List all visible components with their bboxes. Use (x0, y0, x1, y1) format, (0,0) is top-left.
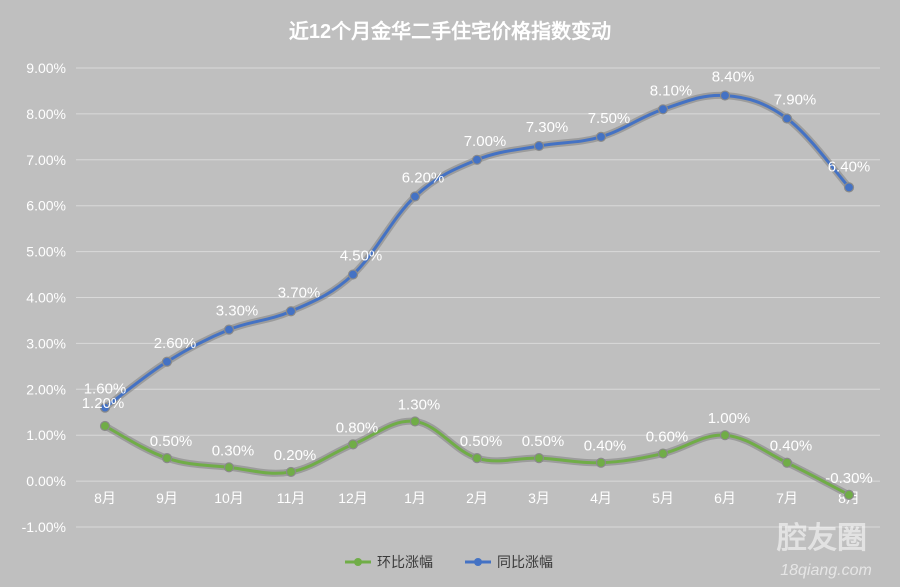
data-point (781, 457, 793, 468)
data-point (161, 356, 173, 367)
data-point (471, 453, 483, 464)
data-label: 4.50% (340, 248, 383, 265)
data-label: 0.50% (522, 433, 565, 450)
x-tick-label: 3月 (528, 490, 550, 506)
data-label: 7.50% (588, 110, 631, 127)
data-label: 0.50% (460, 433, 503, 450)
legend-label: 环比涨幅 (377, 554, 433, 570)
x-tick-label: 2月 (466, 490, 488, 506)
watermark: 腔友圈 18qiang.com (776, 522, 872, 579)
data-label: 3.70% (278, 284, 321, 301)
data-point (595, 131, 607, 142)
data-point (347, 269, 359, 280)
y-tick-label: 0.00% (26, 473, 66, 489)
x-tick-label: 12月 (338, 490, 368, 506)
data-point (843, 182, 855, 193)
data-point (99, 420, 111, 432)
data-label: 0.60% (646, 429, 689, 446)
data-point (409, 191, 421, 202)
data-label: 2.60% (154, 335, 197, 352)
x-tick-label: 9月 (156, 490, 178, 506)
data-point (471, 154, 483, 165)
data-point (657, 104, 669, 115)
data-label: 0.40% (584, 438, 627, 455)
data-label: 7.30% (526, 119, 569, 136)
legend-label: 同比涨幅 (497, 554, 553, 570)
legend-swatch-marker (474, 558, 482, 566)
y-tick-label: 5.00% (26, 244, 66, 260)
watermark-brand: 腔友圈 (776, 522, 867, 555)
x-tick-label: 11月 (277, 490, 306, 506)
data-label: 7.90% (774, 91, 817, 108)
y-tick-label: 4.00% (26, 290, 66, 306)
data-point (657, 448, 669, 459)
data-label: 0.20% (274, 447, 317, 464)
data-point (285, 466, 297, 478)
data-label: 7.00% (464, 133, 507, 150)
data-point (719, 90, 731, 101)
y-tick-label: 6.00% (26, 198, 66, 214)
data-point (533, 453, 545, 464)
x-tick-label: 1月 (404, 490, 426, 506)
y-tick-label: 9.00% (26, 60, 66, 76)
data-label: 1.30% (398, 396, 441, 413)
chart-title: 近12个月金华二手住宅价格指数变动 (289, 19, 611, 43)
y-tick-label: -1.00% (22, 519, 66, 535)
legend-swatch-marker (354, 558, 362, 566)
y-tick-label: 1.00% (26, 427, 66, 443)
data-label: 0.80% (336, 419, 379, 436)
data-point (533, 140, 545, 152)
data-label: 8.10% (650, 82, 693, 99)
data-labels: 1.20% 0.50% 0.30% 0.20% 0.80% 1.30% 0.50% 0.50%… (82, 69, 873, 487)
data-label: 1.00% (708, 410, 751, 427)
series-lines (99, 90, 855, 500)
data-label: 0.50% (150, 433, 193, 450)
data-label: 6.40% (828, 158, 871, 175)
x-tick-label: 7月 (776, 490, 798, 506)
y-tick-label: 3.00% (26, 335, 66, 351)
y-tick-label: 7.00% (26, 152, 66, 168)
watermark-url: 18qiang.com (780, 562, 872, 579)
legend: 环比涨幅 同比涨幅 (345, 554, 553, 570)
data-point (781, 113, 793, 124)
data-point (347, 439, 359, 450)
data-point (99, 402, 111, 413)
data-label: 0.40% (770, 438, 813, 455)
y-tick-label: 8.00% (26, 106, 66, 122)
y-tick-label: 2.00% (26, 381, 66, 397)
data-point (595, 457, 607, 468)
x-axis-ticks: 8月9月10月11月12月1月2月3月4月5月6月7月8月 (94, 490, 860, 506)
data-point (223, 324, 235, 335)
x-tick-label: 5月 (652, 490, 674, 506)
data-point (719, 430, 731, 441)
data-label: 8.40% (712, 69, 755, 86)
data-label: 6.20% (402, 170, 445, 187)
y-axis-ticks: -1.00% 0.00% 1.00% 2.00% 3.00% 4.00% 5.00% 6.00… (22, 60, 66, 535)
x-tick-label: 6月 (714, 490, 736, 506)
data-point (223, 462, 235, 473)
x-tick-label: 8月 (94, 490, 116, 506)
data-label: -0.30% (825, 470, 873, 487)
x-tick-label: 10月 (214, 490, 244, 506)
data-point (285, 306, 297, 317)
data-label: 1.60% (84, 381, 127, 398)
data-label: 0.30% (212, 442, 255, 459)
x-tick-label: 4月 (590, 490, 612, 506)
data-point (161, 453, 173, 464)
data-label: 3.30% (216, 303, 259, 320)
data-label: 1.20% (82, 395, 125, 412)
data-point (409, 416, 421, 427)
data-point (843, 489, 855, 500)
